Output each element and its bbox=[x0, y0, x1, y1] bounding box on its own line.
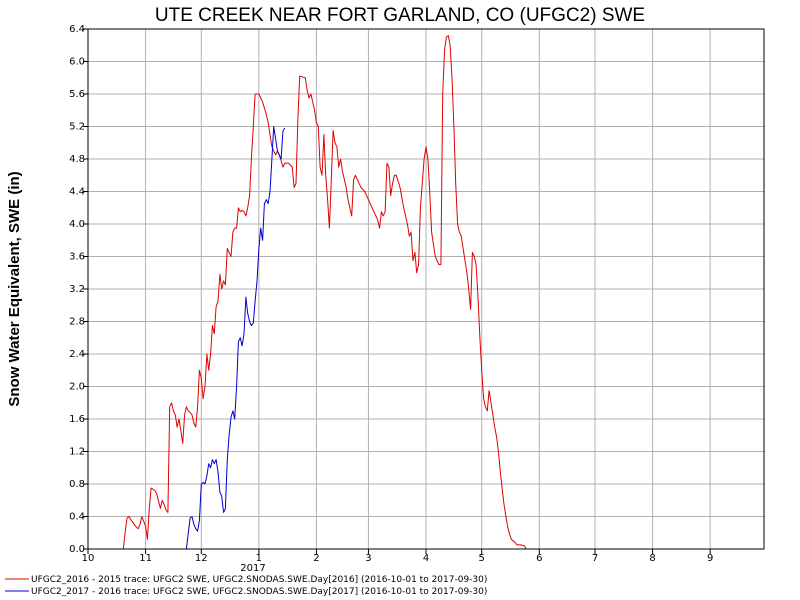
x-tick-label: 3 bbox=[365, 553, 371, 564]
y-tick-label: 5.6 bbox=[69, 89, 85, 100]
x-tick-label: 6 bbox=[536, 553, 542, 564]
x-tick-label: 4 bbox=[423, 553, 429, 564]
y-tick-label: 1.2 bbox=[69, 447, 85, 458]
legend-entry-2: UFGC2_2017 - 2016 trace: UFGC2 SWE, UFGC… bbox=[31, 587, 487, 597]
x-tick-label: 11 bbox=[139, 553, 152, 564]
y-axis: 0.0 0.4 0.8 1.2 1.6 2.0 2.4 2.8 3.2 3.6 4.0 4.4 4.8 5… bbox=[69, 24, 88, 555]
y-axis-label: Snow Water Equivalent, SWE (in) bbox=[6, 171, 23, 406]
y-tick-label: 6.0 bbox=[69, 57, 85, 68]
grid bbox=[87, 28, 764, 550]
x-tick-label: 5 bbox=[479, 553, 485, 564]
y-tick-label: 2.8 bbox=[69, 317, 85, 328]
chart-title: UTE CREEK NEAR FORT GARLAND, CO (UFGC2) … bbox=[155, 5, 645, 26]
x-tick-label: 2 bbox=[313, 553, 319, 564]
legend-entry-1: UFGC2_2016 - 2015 trace: UFGC2 SWE, UFGC… bbox=[31, 575, 487, 585]
y-tick-label: 5.2 bbox=[69, 122, 85, 133]
x-tick-label: 1 bbox=[256, 553, 262, 564]
x-tick-label: 9 bbox=[707, 553, 713, 564]
x-tick-label: 8 bbox=[649, 553, 655, 564]
y-tick-label: 2.4 bbox=[69, 349, 85, 360]
x-axis: 10 11 12 1 2 3 4 5 6 7 8 9 bbox=[82, 549, 713, 564]
x-tick-label: 7 bbox=[592, 553, 598, 564]
x-tick-label: 12 bbox=[195, 553, 208, 564]
series-lines bbox=[122, 35, 527, 550]
y-tick-label: 1.6 bbox=[69, 414, 85, 425]
y-tick-label: 4.0 bbox=[69, 219, 85, 230]
y-tick-label: 4.4 bbox=[69, 187, 85, 198]
y-tick-label: 0.4 bbox=[69, 512, 85, 523]
y-tick-label: 6.4 bbox=[69, 24, 85, 35]
y-tick-label: 0.8 bbox=[69, 479, 85, 490]
series-line-2 bbox=[185, 126, 286, 550]
year-label: 2017 bbox=[240, 563, 265, 574]
legend: UFGC2_2016 - 2015 trace: UFGC2 SWE, UFGC… bbox=[5, 575, 487, 597]
y-tick-label: 3.6 bbox=[69, 252, 85, 263]
series-line-1 bbox=[122, 35, 527, 550]
x-tick-label: 10 bbox=[82, 553, 95, 564]
y-tick-label: 2.0 bbox=[69, 382, 85, 393]
y-tick-label: 0.0 bbox=[69, 544, 85, 555]
y-tick-label: 3.2 bbox=[69, 284, 85, 295]
y-tick-label: 4.8 bbox=[69, 154, 85, 165]
